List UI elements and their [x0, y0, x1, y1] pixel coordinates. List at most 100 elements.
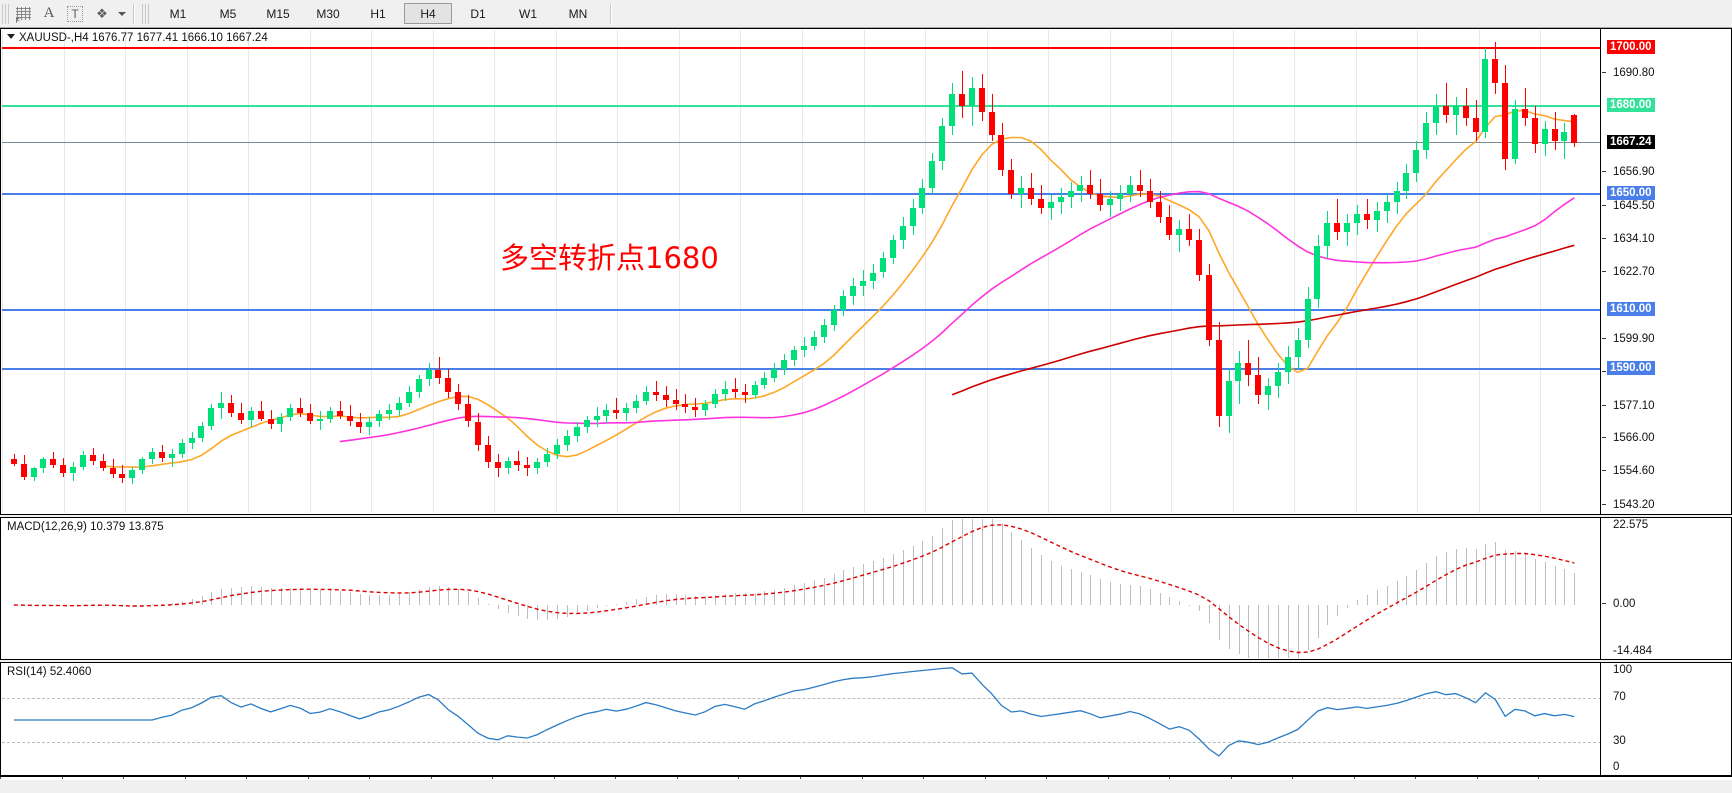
candle-wick: [1140, 170, 1141, 197]
timeframe-label: D1: [470, 6, 486, 21]
timeframe-h1[interactable]: H1: [354, 3, 402, 24]
timeframe-m5[interactable]: M5: [204, 3, 252, 24]
candle-wick: [122, 465, 123, 483]
ma-line-96: [951, 244, 1575, 396]
macd-histogram-bar: [389, 594, 390, 605]
objects-icon[interactable]: ❖: [88, 2, 114, 26]
candle-body: [1571, 115, 1577, 144]
timeframe-w1[interactable]: W1: [504, 3, 552, 24]
candle-body: [1374, 211, 1380, 220]
rsi-plot-area[interactable]: [2, 664, 1601, 774]
macd-histogram-bar: [518, 604, 519, 616]
candle-body: [277, 417, 283, 425]
timeframe-m1[interactable]: M1: [154, 3, 202, 24]
hline-1610-00[interactable]: [2, 309, 1601, 312]
price-tick: 1656.90: [1602, 165, 1731, 179]
candle-body: [939, 126, 945, 162]
price-label-hline-1700-00[interactable]: 1700.00: [1607, 39, 1655, 54]
objects-glyph: ❖: [96, 5, 108, 21]
price-tick: 1577.10: [1602, 399, 1731, 413]
candle-body: [416, 379, 422, 393]
candle-body: [761, 377, 767, 385]
macd-histogram-bar: [261, 586, 262, 605]
candle-body: [366, 421, 372, 428]
candle-body: [119, 474, 125, 479]
price-axis[interactable]: 1690.80 1656.90 1645.50 1634.10 1622.70 1599.…: [1600, 29, 1731, 514]
macd-histogram-bar: [1258, 604, 1259, 658]
vertical-gridline: [1417, 30, 1418, 513]
macd-histogram-bar: [1100, 579, 1101, 605]
macd-histogram-bar: [1397, 581, 1398, 605]
candle-wick: [616, 398, 617, 419]
macd-histogram-bar: [764, 591, 765, 605]
candle-wick: [1090, 170, 1091, 200]
candle-body: [189, 437, 195, 444]
macd-plot-area[interactable]: [2, 519, 1601, 658]
macd-histogram-bar: [626, 601, 627, 605]
hline-1650-00[interactable]: [2, 192, 1601, 195]
timeframe-d1[interactable]: D1: [454, 3, 502, 24]
text-A-icon[interactable]: A: [36, 2, 62, 26]
macd-histogram-bar: [241, 587, 242, 605]
macd-histogram-bar: [192, 598, 193, 605]
text-label-icon[interactable]: T: [62, 2, 88, 26]
timeframe-m30[interactable]: M30: [304, 3, 352, 24]
price-tick: 1599.90: [1602, 332, 1731, 346]
macd-histogram-bar: [132, 604, 133, 608]
price-label-hline-1680-00[interactable]: 1680.00: [1607, 97, 1655, 112]
macd-histogram-bar: [962, 519, 963, 605]
candle-body: [801, 345, 807, 350]
candle-body: [584, 420, 590, 428]
objects-dropdown-arrow[interactable]: [114, 2, 128, 26]
candle-body: [386, 409, 392, 415]
hline-1590-00[interactable]: [2, 367, 1601, 370]
ma-line-10: [102, 109, 1575, 468]
grid-icon[interactable]: F: [10, 2, 36, 26]
rsi-pane[interactable]: 100 70 30 0 RSI(14) 52.4060: [0, 662, 1732, 776]
macd-pane[interactable]: 22.575 0.00 -14.484 MACD(12,26,9) 10.379 1…: [0, 517, 1732, 660]
candle-wick: [656, 380, 657, 402]
rsi-line: [13, 667, 1575, 757]
price-label-last-price-1667-24[interactable]: 1667.24: [1607, 135, 1655, 150]
candle-wick: [962, 70, 963, 118]
price-label-hline-1590-00[interactable]: 1590.00: [1607, 360, 1655, 375]
macd-histogram-bar: [863, 563, 864, 605]
macd-histogram-bar: [735, 593, 736, 605]
hline-1680-00[interactable]: [2, 104, 1601, 107]
timeframe-mn[interactable]: MN: [554, 3, 602, 24]
vertical-gridline: [64, 30, 65, 513]
candle-body: [564, 436, 570, 445]
candle-body: [1305, 298, 1311, 340]
hline-1700-00[interactable]: [2, 46, 1601, 49]
chart-annotation-text[interactable]: 多空转折点1680: [500, 241, 719, 275]
price-chart-pane[interactable]: 多空转折点1680 1690.80 1656.90 1645.50 1634.10 16…: [0, 28, 1732, 515]
text-label-glyph: T: [67, 5, 83, 22]
hline-1667-24[interactable]: [2, 142, 1601, 144]
macd-histogram-bar: [952, 520, 953, 605]
price-plot-area[interactable]: 多空转折点1680: [2, 30, 1601, 513]
candle-body: [1226, 380, 1232, 416]
rsi-level-70: [2, 697, 1601, 699]
collapse-arrow-icon[interactable]: [7, 34, 15, 39]
price-label-hline-1650-00[interactable]: 1650.00: [1607, 185, 1655, 200]
toolbar-grip[interactable]: [2, 3, 9, 24]
vertical-gridline: [310, 30, 311, 513]
macd-histogram-bar: [636, 599, 637, 605]
candle-wick: [685, 393, 686, 413]
timeframe-grip[interactable]: [142, 3, 149, 24]
macd-histogram-bar: [656, 595, 657, 605]
timeframe-h4[interactable]: H4: [404, 3, 452, 24]
macd-histogram-bar: [1387, 585, 1388, 605]
macd-tick: 22.575: [1613, 518, 1731, 532]
macd-tick-label: 22.575: [1613, 519, 1649, 531]
candle-body: [1147, 190, 1153, 203]
candle-wick: [735, 377, 736, 399]
candle-body: [1512, 108, 1518, 159]
timeframe-m15[interactable]: M15: [254, 3, 302, 24]
price-label-hline-1610-00[interactable]: 1610.00: [1607, 302, 1655, 317]
macd-histogram-bar: [1061, 565, 1062, 605]
candle-body: [821, 325, 827, 337]
candle-body: [781, 360, 787, 369]
macd-histogram-bar: [1179, 600, 1180, 605]
candle-body: [70, 466, 76, 473]
